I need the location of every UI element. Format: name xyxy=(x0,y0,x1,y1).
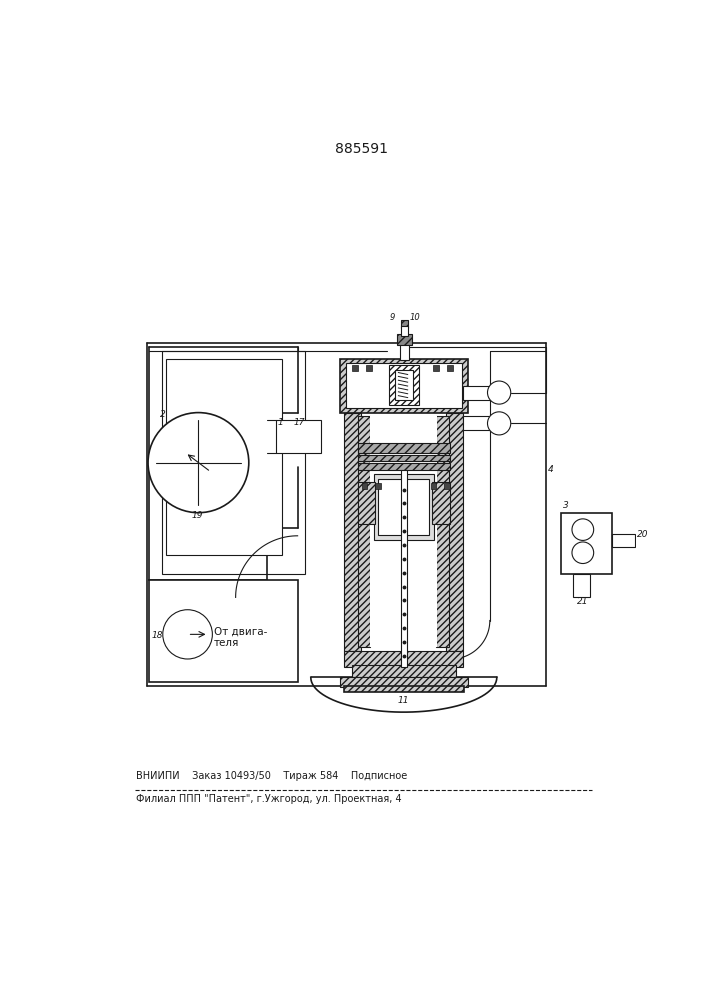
Text: 885591: 885591 xyxy=(335,142,388,156)
Bar xyxy=(344,686,464,692)
Text: 10: 10 xyxy=(410,313,421,322)
Bar xyxy=(433,482,450,524)
Bar xyxy=(436,416,449,647)
Bar xyxy=(378,479,429,535)
Bar xyxy=(561,513,612,574)
Bar xyxy=(612,534,635,547)
Bar xyxy=(401,320,409,328)
Bar xyxy=(573,574,590,597)
Text: 19: 19 xyxy=(192,511,203,520)
Circle shape xyxy=(488,381,510,404)
Text: 13: 13 xyxy=(451,496,461,505)
Text: 20: 20 xyxy=(637,530,648,539)
Circle shape xyxy=(163,610,212,659)
Bar xyxy=(375,483,380,489)
Text: 7: 7 xyxy=(362,387,368,396)
Bar xyxy=(358,482,375,524)
Text: От двига-
теля: От двига- теля xyxy=(214,627,267,648)
Bar xyxy=(362,483,368,489)
Bar xyxy=(395,370,413,400)
Text: 21: 21 xyxy=(577,597,588,606)
Bar xyxy=(433,365,440,371)
Bar xyxy=(346,363,462,408)
Bar xyxy=(402,326,408,336)
Text: 8: 8 xyxy=(451,487,456,496)
Text: 9: 9 xyxy=(389,313,395,322)
Text: ВНИИПИ    Заказ 10493/50    Тираж 584    Подписное: ВНИИПИ Заказ 10493/50 Тираж 584 Подписно… xyxy=(136,771,408,781)
Bar xyxy=(444,483,450,489)
Text: 11: 11 xyxy=(398,696,409,705)
Bar xyxy=(431,483,436,489)
Text: 5: 5 xyxy=(352,461,357,470)
Bar xyxy=(358,455,450,461)
Bar xyxy=(448,365,453,371)
Circle shape xyxy=(572,519,594,540)
Bar xyxy=(344,413,361,651)
Circle shape xyxy=(572,542,594,564)
Text: 2: 2 xyxy=(362,395,368,404)
Bar xyxy=(352,365,358,371)
Text: 2: 2 xyxy=(160,410,165,419)
Text: 18: 18 xyxy=(152,631,163,640)
Bar xyxy=(373,474,434,540)
Bar xyxy=(276,420,321,453)
Bar xyxy=(358,416,370,647)
Bar xyxy=(464,416,491,430)
Text: 17: 17 xyxy=(293,418,305,427)
Text: 14: 14 xyxy=(348,480,357,489)
Bar xyxy=(401,470,407,667)
Text: 3: 3 xyxy=(563,501,568,510)
Bar xyxy=(352,665,456,677)
Bar xyxy=(370,416,437,647)
Bar xyxy=(400,343,409,360)
Bar xyxy=(340,677,468,687)
Bar xyxy=(464,386,491,400)
Text: 22: 22 xyxy=(348,453,357,462)
Text: 8: 8 xyxy=(352,442,357,451)
Bar xyxy=(358,443,450,453)
Bar xyxy=(344,651,464,667)
Text: 16: 16 xyxy=(451,503,461,512)
Text: 12: 12 xyxy=(451,480,461,489)
Text: 4: 4 xyxy=(548,465,554,474)
Bar xyxy=(166,359,282,555)
Text: 1: 1 xyxy=(278,418,284,427)
Text: Филиал ППП "Патент", г.Ужгород, ул. Проектная, 4: Филиал ППП "Патент", г.Ужгород, ул. Прое… xyxy=(136,794,402,804)
Circle shape xyxy=(148,413,249,513)
Bar xyxy=(389,365,419,405)
Text: 15: 15 xyxy=(451,639,462,648)
Bar xyxy=(446,413,464,651)
Bar xyxy=(366,365,372,371)
Text: 6: 6 xyxy=(351,508,357,517)
Bar xyxy=(397,334,412,345)
Circle shape xyxy=(488,412,510,435)
Bar xyxy=(149,580,298,682)
Bar xyxy=(162,351,305,574)
Bar xyxy=(358,463,450,470)
Bar xyxy=(340,359,468,413)
